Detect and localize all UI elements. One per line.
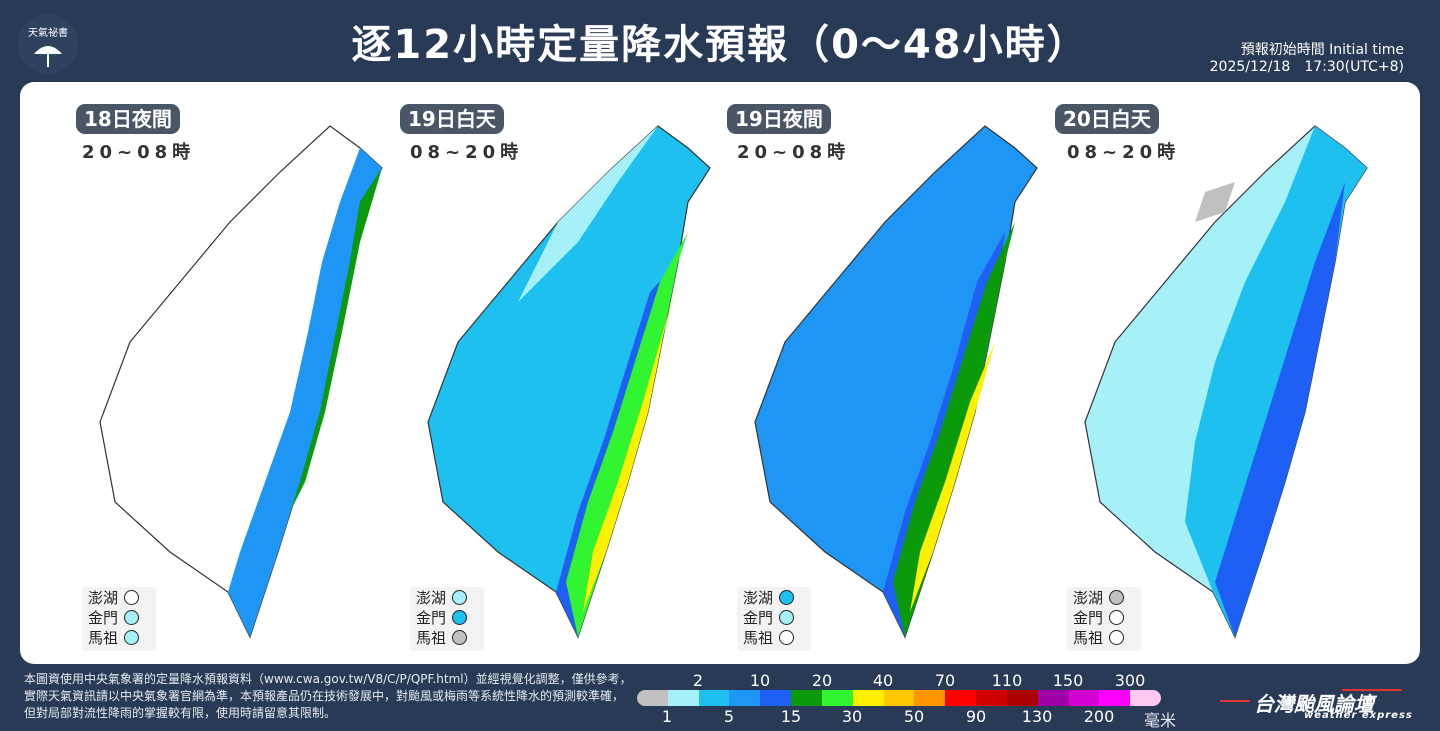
data-source-note: 本圖資使用中央氣象署的定量降水預報資料（www.cwa.gov.tw/V8/C/… [24, 672, 632, 720]
island-kinmen: 金門 [82, 607, 156, 627]
period-hours: 20~08時 [82, 142, 196, 163]
forecast-panel: 18日夜間 20~08時 澎湖 金門 馬祖 19日白天 08~20時 澎湖 金門… [20, 82, 1420, 664]
logo-text: 天氣祕書 [28, 28, 68, 39]
period-badge: 18日夜間 [76, 104, 180, 134]
map-panel-3: 19日夜間 20~08時 澎湖 金門 馬祖 [715, 82, 1045, 664]
initial-time-label: 預報初始時間 Initial time [1240, 42, 1404, 58]
legend-unit: 毫米 [1144, 711, 1177, 730]
umbrella-icon [34, 46, 62, 67]
island-penghu: 澎湖 [1067, 587, 1141, 607]
map-panel-4: 20日白天 08~20時 澎湖 金門 馬祖 [1045, 82, 1375, 664]
period-hours: 20~08時 [737, 142, 851, 163]
color-legend [637, 690, 1161, 706]
island-kinmen: 金門 [410, 607, 484, 627]
taiwan-rain-map [754, 125, 1038, 639]
island-penghu: 澎湖 [82, 587, 156, 607]
outlying-islands: 澎湖 金門 馬祖 [1067, 587, 1141, 651]
brand-sub: weather express [1304, 710, 1413, 721]
period-badge: 19日夜間 [727, 104, 831, 134]
brand-name: 台灣颱風論壇 [1254, 692, 1374, 716]
period-hours: 08~20時 [410, 142, 524, 163]
page-title: 逐12小時定量降水預報（0～48小時） [351, 22, 1089, 68]
taiwan-rain-map [427, 125, 711, 639]
island-kinmen: 金門 [737, 607, 811, 627]
map-panel-1: 18日夜間 20~08時 澎湖 金門 馬祖 [60, 82, 390, 664]
period-badge: 20日白天 [1055, 104, 1159, 134]
island-kinmen: 金門 [1067, 607, 1141, 627]
island-penghu: 澎湖 [410, 587, 484, 607]
app-logo: 天氣祕書 [18, 14, 78, 74]
map-panel-2: 19日白天 08~20時 澎湖 金門 馬祖 [388, 82, 718, 664]
initial-time: 預報初始時間 Initial time 2025/12/18 17:30(UTC… [1210, 42, 1404, 76]
taiwan-rain-map [1084, 125, 1368, 639]
outlying-islands: 澎湖 金門 馬祖 [82, 587, 156, 651]
island-matsu: 馬祖 [82, 627, 156, 647]
brand-logo: 台灣颱風論壇 weather express [1220, 686, 1420, 726]
island-matsu: 馬祖 [737, 627, 811, 647]
outlying-islands: 澎湖 金門 馬祖 [737, 587, 811, 651]
taiwan-rain-map [99, 125, 383, 639]
period-badge: 19日白天 [400, 104, 504, 134]
island-matsu: 馬祖 [1067, 627, 1141, 647]
initial-time-value: 2025/12/18 17:30(UTC+8) [1209, 59, 1404, 75]
outlying-islands: 澎湖 金門 馬祖 [410, 587, 484, 651]
period-hours: 08~20時 [1067, 142, 1181, 163]
island-matsu: 馬祖 [410, 627, 484, 647]
island-penghu: 澎湖 [737, 587, 811, 607]
